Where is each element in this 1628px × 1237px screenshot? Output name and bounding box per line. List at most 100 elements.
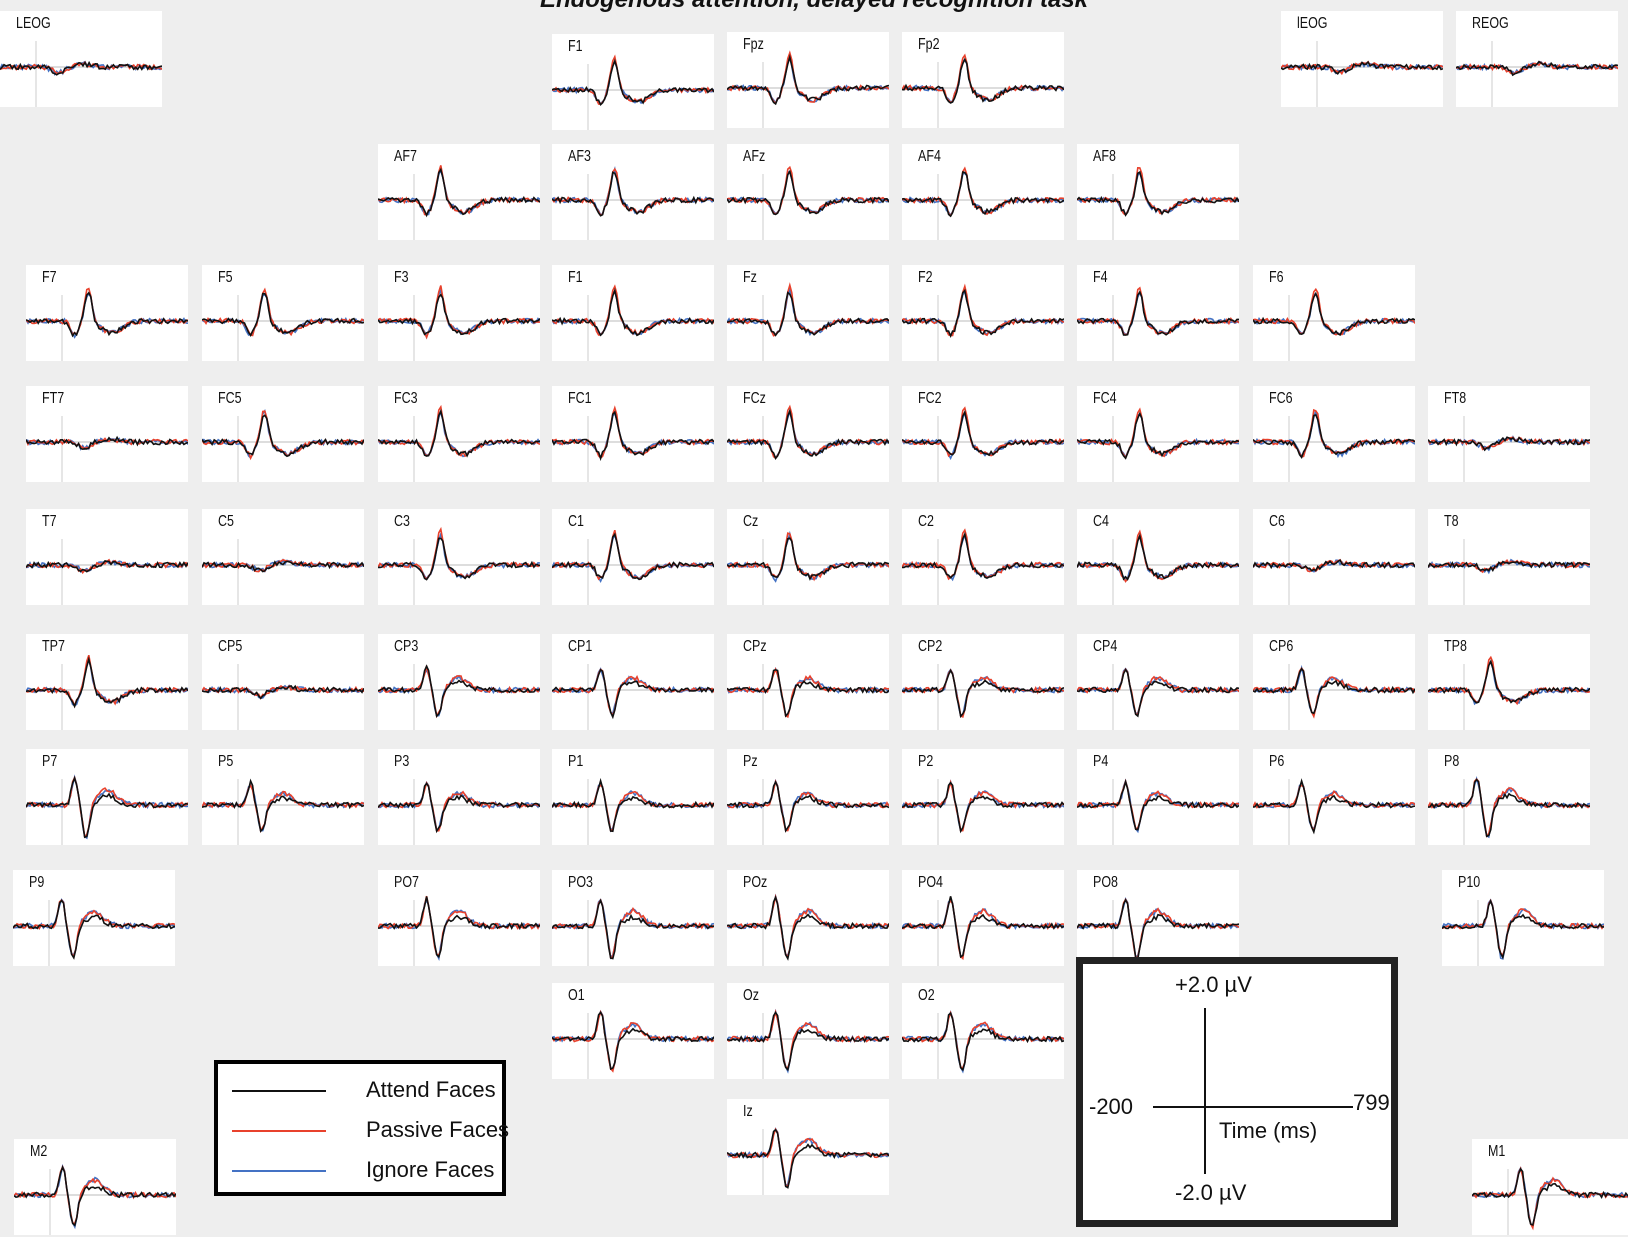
- erp-plot: [202, 539, 364, 605]
- erp-trace-attend: [727, 408, 889, 460]
- electrode-panel-tp8: TP8: [1428, 634, 1590, 730]
- erp-plot: [378, 285, 540, 361]
- erp-plot: [1077, 778, 1239, 845]
- scale-y-bottom-label: -2.0 µV: [1175, 1180, 1247, 1205]
- erp-trace-passive: [1253, 784, 1415, 832]
- electrode-panel-p8: P8: [1428, 749, 1590, 845]
- erp-trace-attend: [202, 778, 364, 833]
- erp-trace-passive: [727, 282, 889, 337]
- erp-plot: [1077, 529, 1239, 605]
- erp-trace-ignore: [26, 774, 188, 840]
- erp-trace-ignore: [902, 410, 1064, 461]
- erp-plot: [1253, 778, 1415, 845]
- erp-plot: [902, 166, 1064, 240]
- erp-trace-attend: [552, 777, 714, 833]
- electrode-label: Fpz: [743, 36, 764, 53]
- erp-plot: [1428, 775, 1590, 845]
- erp-plot: [552, 664, 714, 730]
- electrode-label: Iz: [743, 1103, 753, 1120]
- erp-trace-attend: [902, 57, 1064, 104]
- electrode-panel-cp2: CP2: [902, 634, 1064, 730]
- erp-plot: [727, 530, 889, 605]
- electrode-label: FT8: [1444, 390, 1467, 407]
- erp-plot: [202, 664, 364, 730]
- scale-x-axis-label: Time (ms): [1219, 1118, 1318, 1143]
- electrode-panel-c5: C5: [202, 509, 364, 605]
- electrode-label: F4: [1093, 269, 1108, 286]
- electrode-label: FC5: [218, 390, 242, 407]
- electrode-panel-pz: Pz: [727, 749, 889, 845]
- erp-trace-passive: [26, 775, 188, 839]
- electrode-panel-f2: F2: [902, 265, 1064, 361]
- erp-trace-passive: [727, 893, 889, 959]
- electrode-panel-p2: P2: [902, 749, 1064, 845]
- erp-trace-passive: [378, 285, 540, 340]
- erp-trace-attend: [202, 292, 364, 338]
- erp-trace-passive: [202, 287, 364, 337]
- erp-trace-attend: [1456, 60, 1618, 77]
- electrode-label: REOG: [1472, 15, 1509, 32]
- erp-plot: [902, 528, 1064, 605]
- erp-trace-passive: [902, 668, 1064, 718]
- erp-plot: [552, 898, 714, 966]
- erp-trace-passive: [1077, 166, 1239, 216]
- erp-trace-attend: [202, 684, 364, 700]
- legend: Attend Faces Passive Faces Ignore Faces: [214, 1060, 509, 1196]
- erp-trace-passive: [378, 165, 540, 216]
- erp-plot: [902, 896, 1064, 966]
- erp-plot: [727, 404, 889, 482]
- erp-trace-attend: [552, 1010, 714, 1071]
- electrode-panel-cp4: CP4: [1077, 634, 1239, 730]
- electrode-panel-poz: POz: [727, 870, 889, 966]
- erp-plot: [1077, 897, 1239, 966]
- electrode-panel-cp3: CP3: [378, 634, 540, 730]
- erp-plot: [0, 41, 162, 107]
- electrode-label: CP6: [1269, 638, 1294, 655]
- electrode-panel-afz: AFz: [727, 144, 889, 240]
- electrode-panel-po8: PO8: [1077, 870, 1239, 966]
- electrode-panel-af8: AF8: [1077, 144, 1239, 240]
- erp-plot: [727, 282, 889, 361]
- erp-trace-ignore: [1077, 534, 1239, 583]
- legend-label: Ignore Faces: [366, 1157, 495, 1182]
- electrode-panel-f5: F5: [202, 265, 364, 361]
- electrode-panel-p5: P5: [202, 749, 364, 845]
- erp-plot: [378, 664, 540, 730]
- erp-plot: [902, 406, 1064, 482]
- electrode-panel-c1: C1: [552, 509, 714, 605]
- electrode-label: M1: [1488, 1143, 1506, 1160]
- erp-plot: [902, 779, 1064, 845]
- erp-trace-attend: [26, 656, 188, 709]
- erp-trace-passive: [902, 283, 1064, 337]
- erp-trace-attend: [727, 668, 889, 718]
- electrode-label: C2: [918, 513, 934, 530]
- electrode-label: AF3: [568, 148, 591, 165]
- erp-trace-attend: [552, 171, 714, 217]
- electrode-panel-cp5: CP5: [202, 634, 364, 730]
- erp-plot: [552, 777, 714, 845]
- legend-item-attend: Attend Faces: [232, 1076, 502, 1106]
- erp-trace-passive: [902, 899, 1064, 961]
- erp-trace-passive: [378, 781, 540, 832]
- erp-trace-attend: [1253, 559, 1415, 572]
- electrode-label: F2: [918, 269, 933, 286]
- electrode-panel-f4: F4: [1077, 265, 1239, 361]
- electrode-label: F3: [394, 269, 409, 286]
- erp-trace-ignore: [378, 899, 540, 961]
- electrode-panel-reog: REOG: [1456, 11, 1618, 107]
- erp-trace-passive: [727, 532, 889, 582]
- electrode-panel-fc3: FC3: [378, 386, 540, 482]
- erp-plot: [26, 416, 188, 482]
- electrode-label: FC3: [394, 390, 418, 407]
- erp-plot: [1077, 407, 1239, 482]
- electrode-label: P9: [29, 874, 45, 891]
- erp-trace-passive: [14, 1164, 176, 1225]
- erp-plot: [727, 778, 889, 845]
- electrode-label: CP3: [394, 638, 419, 655]
- erp-plot: [1253, 408, 1415, 482]
- electrode-panel-leog: lEOG: [1281, 11, 1443, 107]
- erp-trace-passive: [552, 284, 714, 336]
- erp-trace-attend: [902, 896, 1064, 959]
- electrode-label: FCz: [743, 390, 766, 407]
- erp-trace-passive: [902, 406, 1064, 458]
